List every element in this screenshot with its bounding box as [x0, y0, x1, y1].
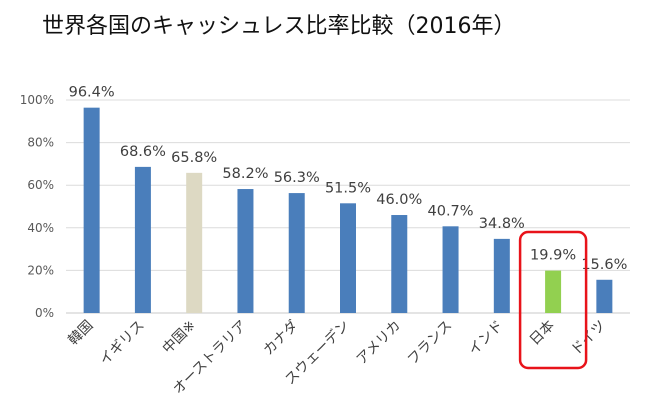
data-label: 34.8% — [479, 216, 525, 232]
y-tick-label: 100% — [20, 93, 54, 107]
y-tick-label: 20% — [27, 263, 54, 277]
bar — [442, 226, 459, 313]
data-labels: 96.4% 68.6% 65.8% 58.2% 56.3% 51.5% 46.0% 40.7%… — [69, 85, 628, 273]
data-label: 46.0% — [376, 192, 422, 208]
chart-title: 世界各国のキャッシュレス比率比較（2016年） — [42, 14, 516, 39]
bar — [596, 279, 613, 313]
data-label: 56.3% — [274, 170, 320, 186]
data-label: 15.6% — [581, 257, 627, 273]
bar — [493, 238, 510, 313]
highlight-outline — [518, 230, 588, 370]
data-label: 51.5% — [325, 180, 371, 196]
bar — [545, 270, 562, 313]
data-label: 96.4% — [69, 85, 115, 101]
y-tick-label: 0% — [35, 306, 54, 320]
x-tick-label: 韓国 — [65, 318, 96, 349]
x-tick-label: フランス — [405, 318, 456, 369]
x-tick-label: インド — [466, 318, 507, 359]
y-tick-label: 40% — [27, 221, 54, 235]
data-label: 40.7% — [428, 203, 474, 219]
data-label: 19.9% — [530, 248, 576, 264]
x-tick-label: アメリカ — [354, 318, 404, 368]
bar — [186, 172, 203, 313]
y-tick-label: 80% — [27, 136, 54, 150]
data-label: 65.8% — [171, 150, 217, 166]
data-label: 58.2% — [222, 166, 268, 182]
x-tick-label: カナダ — [261, 318, 302, 359]
bar — [391, 215, 408, 313]
x-tick-label: ドイツ — [568, 318, 609, 359]
bars — [83, 107, 613, 313]
highlight — [518, 230, 588, 370]
x-tick-label: 日本 — [527, 318, 558, 349]
bar — [288, 193, 305, 313]
y-axis-ticks: 0% 20% 40% 60% 80% 100% — [20, 93, 54, 320]
data-label: 68.6% — [120, 144, 166, 160]
y-tick-label: 60% — [27, 178, 54, 192]
x-tick-label: イギリス — [97, 318, 148, 369]
bar — [340, 203, 356, 313]
bar — [237, 189, 254, 313]
bar — [83, 107, 100, 313]
x-tick-label: 中国※ — [160, 318, 199, 357]
bar — [134, 166, 151, 313]
